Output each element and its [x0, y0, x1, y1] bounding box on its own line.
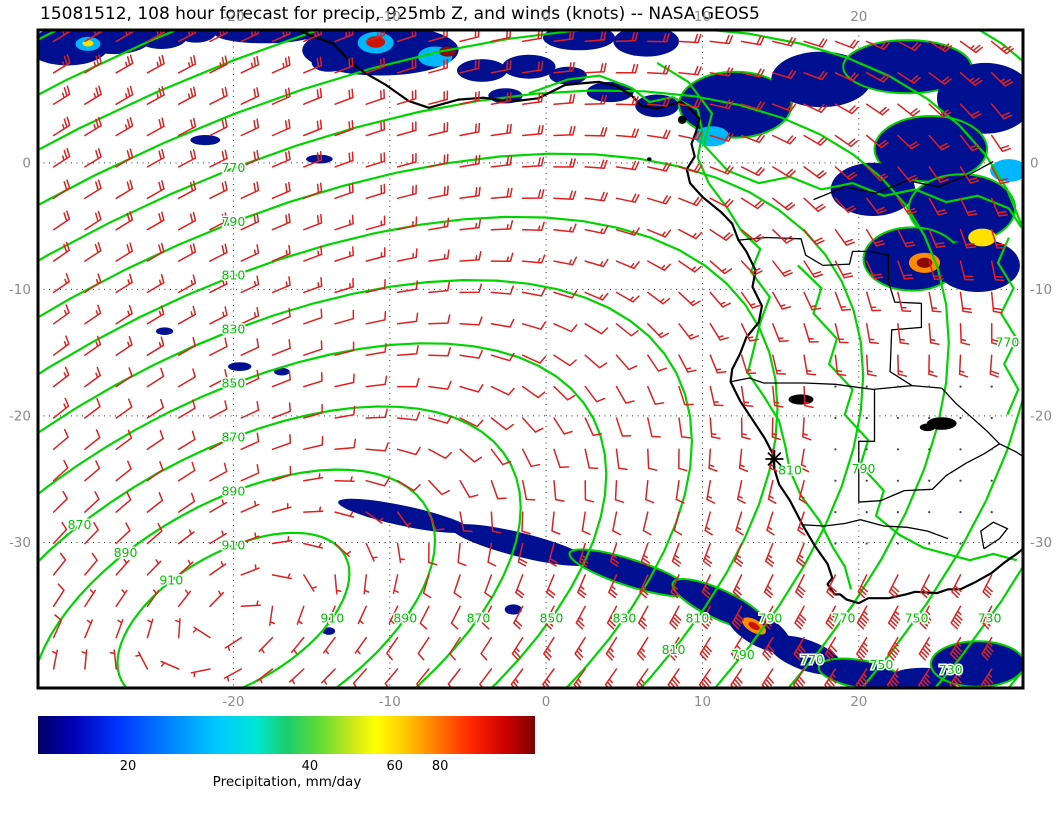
svg-text:770: 770	[800, 652, 824, 667]
svg-text:-20: -20	[1030, 408, 1052, 424]
svg-text:790: 790	[758, 610, 782, 625]
axis-labels: -20 -20 -10 -10 0 0 10 10 20 20 0 0 -10 -10 -20 -20 -30 -…	[9, 9, 1052, 710]
svg-text:790: 790	[731, 647, 755, 662]
svg-text:10: 10	[694, 694, 711, 710]
svg-text:910: 910	[320, 610, 344, 625]
svg-text:-30: -30	[9, 535, 31, 551]
svg-text:810: 810	[778, 462, 802, 477]
svg-text:910: 910	[159, 573, 183, 588]
svg-text:40: 40	[302, 759, 319, 774]
svg-text:850: 850	[221, 376, 245, 391]
svg-text:870: 870	[68, 517, 92, 532]
svg-text:770: 770	[832, 610, 856, 625]
svg-text:-30: -30	[1030, 535, 1052, 551]
svg-text:890: 890	[221, 483, 245, 498]
svg-text:60: 60	[387, 759, 404, 774]
svg-text:890: 890	[393, 610, 417, 625]
svg-text:-10: -10	[1030, 282, 1052, 298]
svg-text:750: 750	[905, 610, 929, 625]
svg-text:-10: -10	[379, 9, 401, 25]
coastlines	[297, 30, 1023, 605]
svg-text:-10: -10	[9, 282, 31, 298]
wind-barbs	[51, 30, 1014, 688]
svg-text:80: 80	[432, 759, 449, 774]
svg-text:770: 770	[221, 160, 245, 175]
svg-text:750: 750	[869, 657, 893, 672]
svg-text:0: 0	[542, 9, 551, 25]
contour-labels: 910 910 910 890 890 890 870 870 870 850 850 830 830 8…	[66, 158, 1021, 678]
svg-text:830: 830	[221, 322, 245, 337]
svg-text:-20: -20	[222, 9, 244, 25]
svg-text:-20: -20	[222, 694, 244, 710]
svg-text:20: 20	[120, 759, 137, 774]
svg-text:910: 910	[221, 537, 245, 552]
svg-text:810: 810	[662, 642, 686, 657]
svg-text:790: 790	[221, 214, 245, 229]
svg-text:830: 830	[612, 610, 636, 625]
svg-text:0: 0	[1030, 155, 1039, 171]
svg-text:10: 10	[694, 9, 711, 25]
svg-text:810: 810	[685, 610, 709, 625]
svg-text:890: 890	[114, 545, 138, 560]
svg-text:0: 0	[22, 155, 31, 171]
figure-title: 15081512, 108 hour forecast for precip, …	[40, 4, 760, 24]
svg-text:730: 730	[939, 662, 963, 677]
svg-text:20: 20	[850, 9, 867, 25]
svg-text:20: 20	[850, 694, 867, 710]
svg-text:790: 790	[852, 461, 876, 476]
svg-text:0: 0	[542, 694, 551, 710]
colorbar-caption: Precipitation, mm/day	[212, 774, 362, 790]
svg-text:810: 810	[221, 268, 245, 283]
station-marker-icon	[765, 450, 784, 468]
svg-text:-20: -20	[9, 408, 31, 424]
svg-text:870: 870	[466, 610, 490, 625]
plot-frame	[36, 28, 1025, 690]
colorbar: 20 40 60 80	[38, 716, 535, 774]
svg-text:850: 850	[539, 610, 563, 625]
svg-text:870: 870	[221, 430, 245, 445]
svg-text:730: 730	[978, 610, 1002, 625]
svg-text:770: 770	[995, 335, 1019, 350]
svg-text:-10: -10	[379, 694, 401, 710]
